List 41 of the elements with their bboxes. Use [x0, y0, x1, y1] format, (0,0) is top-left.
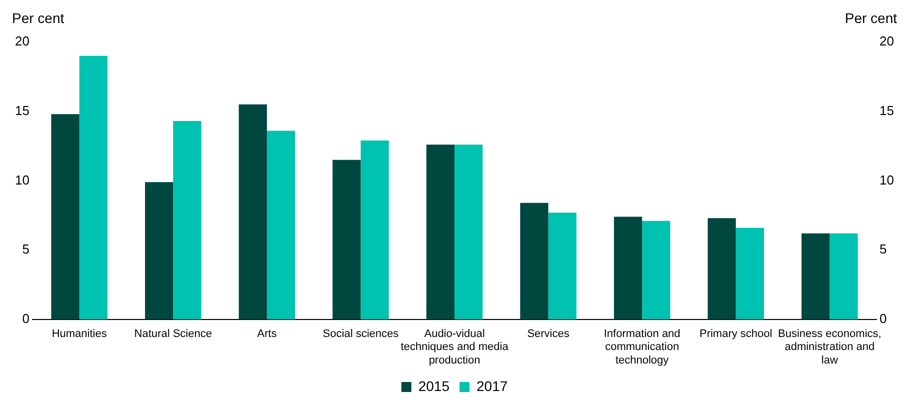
legend-label: 2015 — [418, 378, 450, 394]
x-tick-label: Business economics, administration and law — [778, 328, 882, 366]
y-tick-label: 5 — [22, 242, 30, 257]
y2-tick-label: 10 — [880, 172, 894, 188]
bar — [614, 216, 642, 320]
x-tick-label: Services — [527, 328, 570, 340]
bar — [266, 130, 296, 320]
x-tick-label: Arts — [257, 328, 278, 340]
x-tick-label: Primary school — [699, 328, 772, 340]
bar — [145, 182, 174, 320]
bar — [802, 233, 830, 320]
bar — [332, 160, 361, 320]
bar — [360, 140, 389, 320]
bar — [454, 144, 483, 320]
x-tick-label: Information and communication technology — [604, 328, 680, 366]
bar — [830, 233, 858, 320]
bar — [426, 144, 454, 320]
y-axis-title: Per cent — [12, 10, 64, 26]
bar — [79, 56, 108, 320]
x-tick-label: Natural Science — [134, 328, 212, 340]
bar — [520, 202, 548, 320]
y2-tick-label: 15 — [880, 102, 894, 118]
y2-tick-label: 20 — [880, 34, 894, 49]
y2-tick-label: 5 — [880, 242, 887, 257]
y2-axis-title: Per cent — [844, 10, 898, 26]
x-tick-label: Humanities — [52, 328, 108, 340]
bar — [51, 114, 80, 320]
y-tick-label: 15 — [14, 102, 30, 118]
bar — [708, 218, 736, 320]
bar — [736, 228, 764, 320]
y-tick-label: 0 — [22, 310, 30, 326]
bar — [173, 121, 202, 320]
y2-tick-label: 0 — [880, 310, 887, 326]
legend-label: 2017 — [476, 378, 508, 394]
x-tick-label: Audio-vidual techniques and media production — [400, 328, 510, 366]
bar — [642, 220, 670, 320]
x-tick-label: Social sciences — [322, 328, 400, 340]
y-tick-label: 10 — [14, 172, 30, 188]
bar — [238, 104, 267, 320]
y-tick-label: 20 — [14, 34, 30, 49]
bar — [548, 212, 576, 320]
